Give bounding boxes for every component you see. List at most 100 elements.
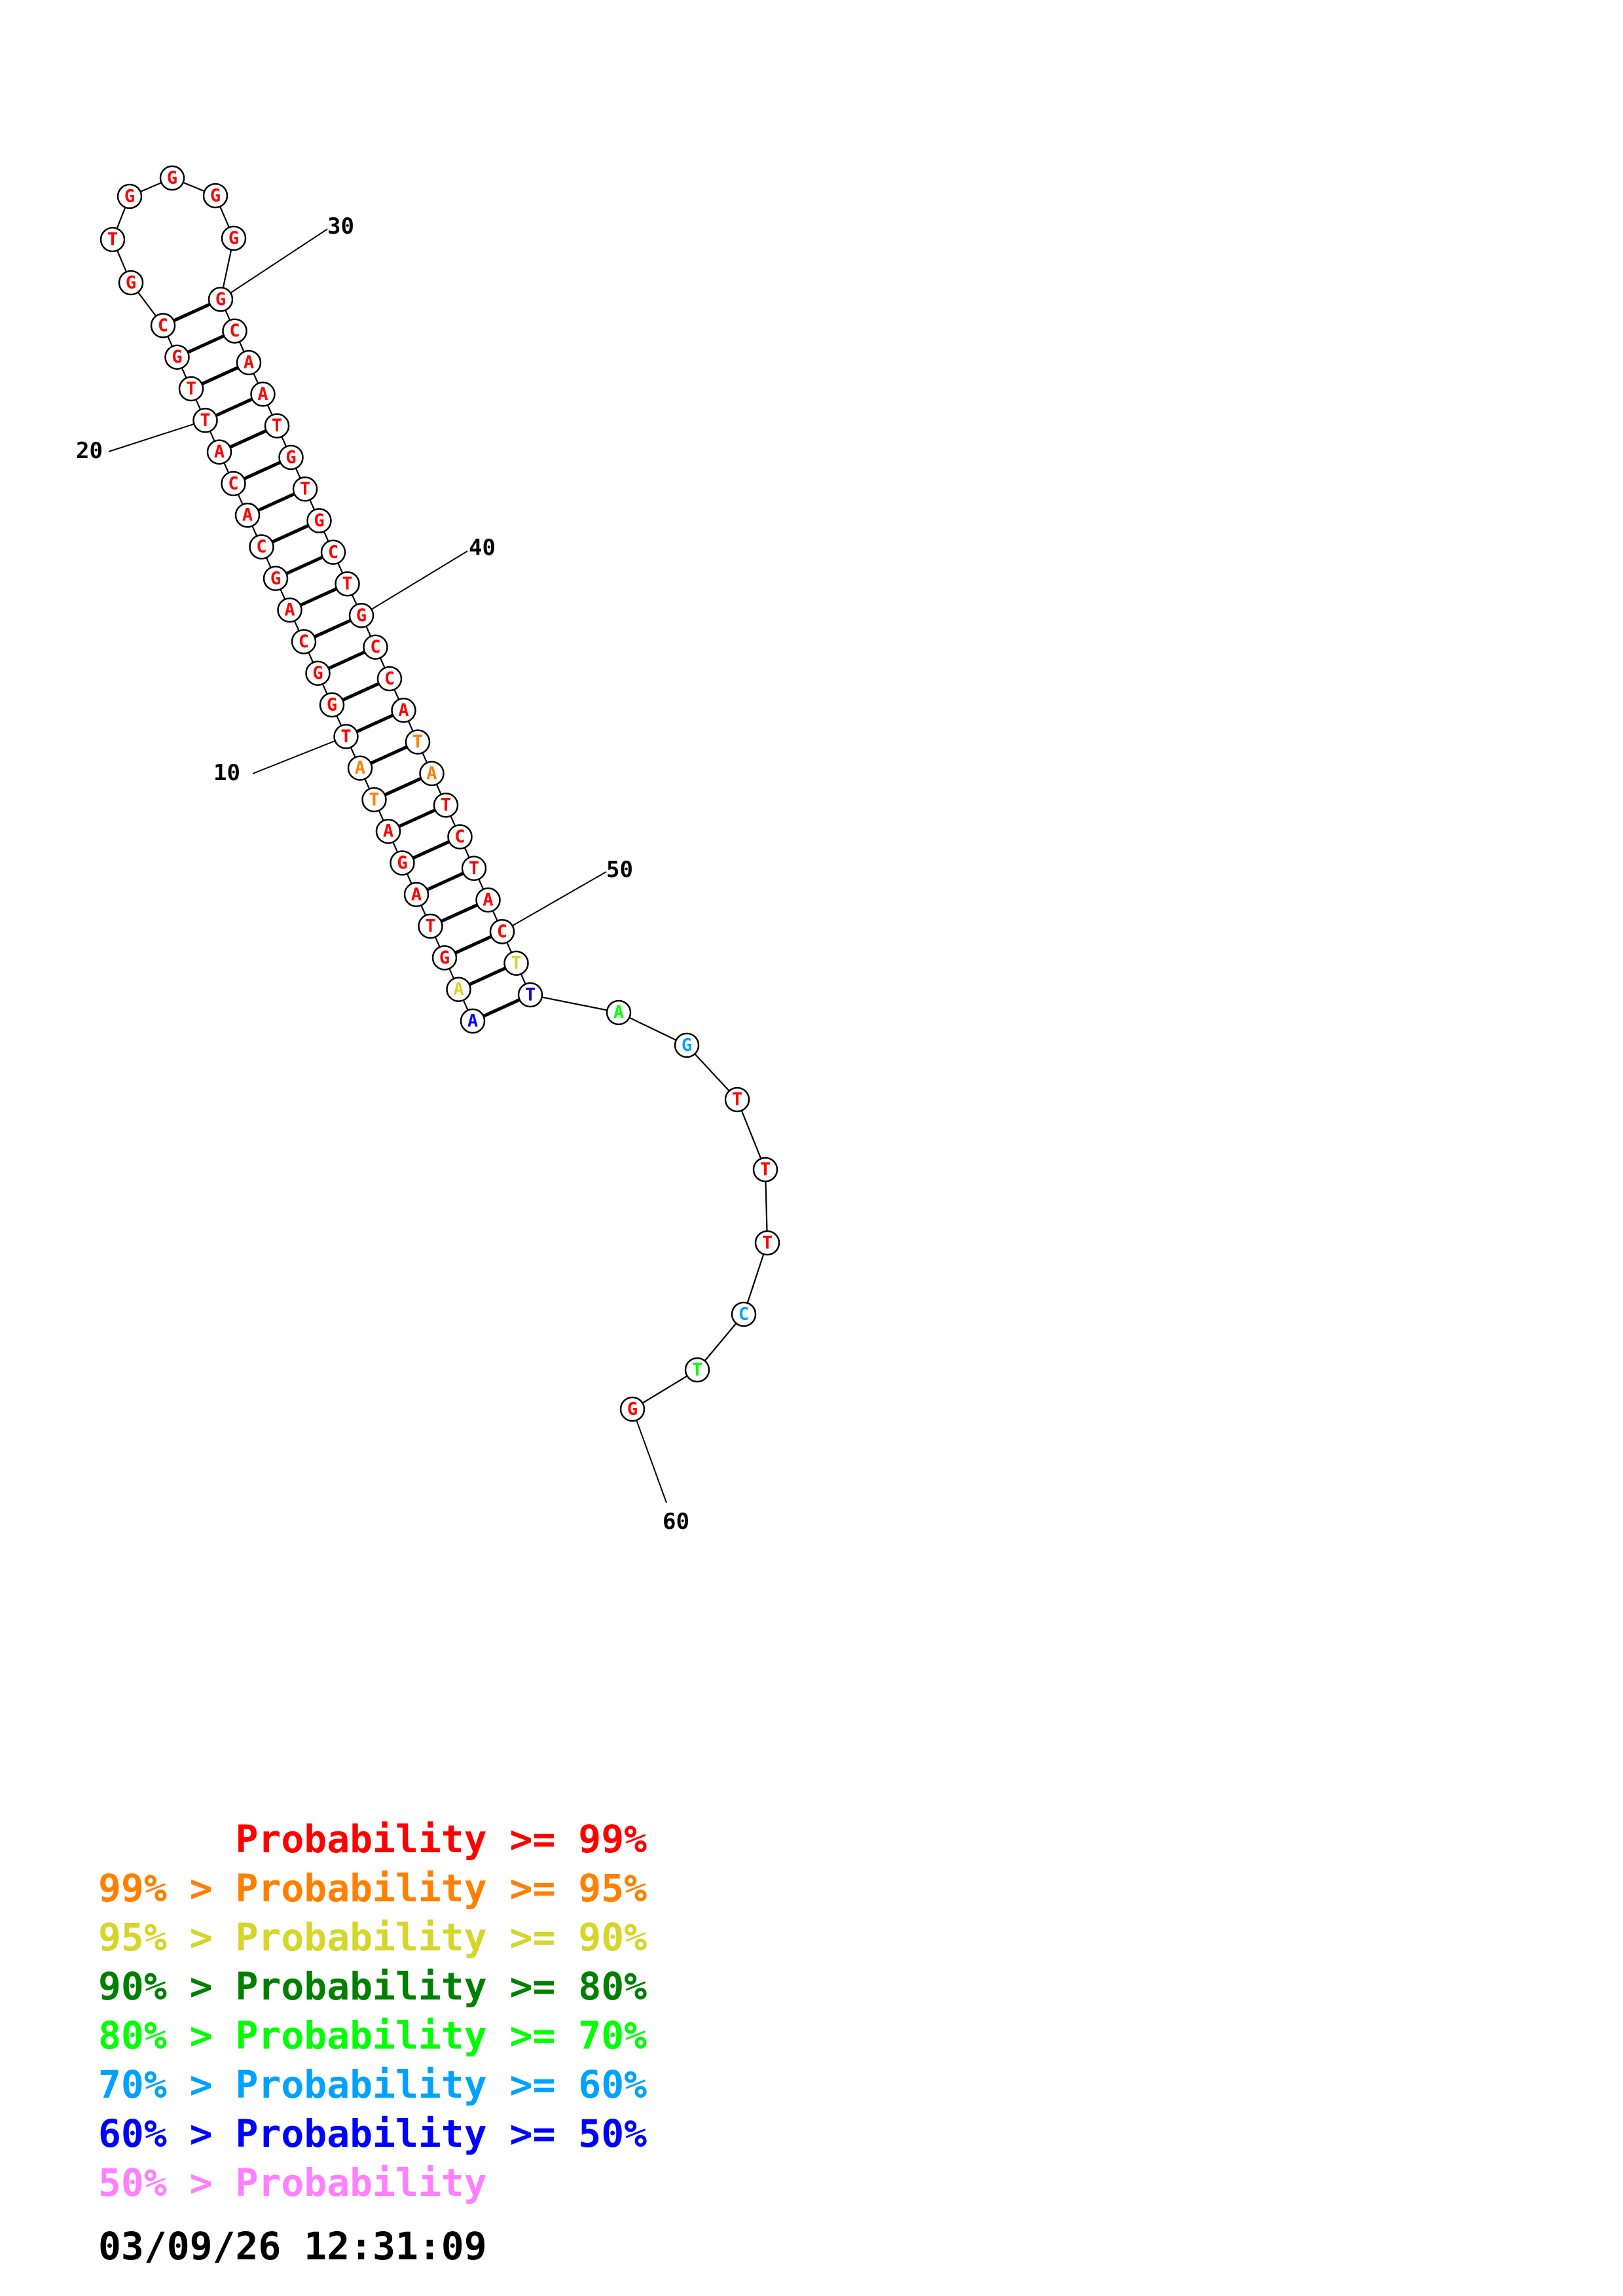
nucleotide-circle [361, 787, 387, 813]
nucleotide: T [461, 855, 487, 882]
nucleotide-letter: T [200, 410, 210, 431]
nucleotide-letter: T [692, 1360, 702, 1380]
nucleotide: T [418, 913, 443, 939]
nucleotide-circle [333, 724, 359, 749]
index-tick [632, 1408, 667, 1503]
nucleotide: T [192, 408, 218, 433]
nucleotide-letter: A [398, 700, 409, 721]
nucleotide-letter: T [511, 953, 521, 973]
nucleotide: T [264, 413, 290, 439]
nucleotide-circle [376, 666, 403, 692]
nucleotide-circle [206, 439, 232, 465]
nucleotide-letter: A [244, 353, 254, 373]
legend-entry: 99% > Probability >= 95% [98, 1866, 647, 1910]
nucleotide-circle [619, 1396, 646, 1422]
base-pair-bond [257, 492, 295, 512]
nucleotide-circle [375, 818, 401, 844]
nucleotide-letter: A [467, 1011, 478, 1031]
nucleotide: A [606, 999, 632, 1026]
nucleotide: C [489, 919, 515, 944]
nucleotide: T [433, 792, 459, 818]
nucleotide: C [222, 318, 247, 344]
nucleotide-letter: T [300, 479, 310, 499]
nucleotide-letter: C [370, 637, 380, 657]
nucleotide: C [376, 666, 403, 692]
index-tick-layer: 10 20 30 40 50 60 [76, 213, 689, 1535]
base-pair-bond [342, 682, 380, 702]
nucleotide-letter: C [158, 315, 168, 336]
nucleotide: A [391, 698, 416, 723]
nucleotide-letter: G [167, 168, 177, 188]
nucleotide-letter: G [439, 948, 450, 968]
nucleotide: C [221, 471, 246, 497]
index-label: 60 [663, 1509, 689, 1535]
nucleotide: G [263, 565, 289, 592]
nucleotide: C [150, 313, 176, 338]
nucleotide-circle [118, 270, 144, 296]
nucleotide-letter: C [384, 669, 395, 689]
index-label: 50 [606, 857, 633, 883]
nucleotide: G [159, 165, 185, 191]
index-label: 40 [469, 535, 496, 561]
nucleotide-circle [178, 376, 204, 402]
nucleotide: T [335, 571, 360, 597]
nucleotide-circle [222, 318, 247, 344]
timestamp: 03/09/26 12:31:09 [98, 2224, 487, 2269]
nucleotide-letter: T [732, 1090, 742, 1110]
base-pair-bond [327, 650, 366, 670]
base-pair-bond [356, 713, 394, 734]
nucleotide-letter: C [328, 542, 338, 562]
nucleotide: T [752, 1157, 778, 1183]
nucleotide-circle [263, 565, 289, 592]
nucleotide-letter: G [270, 568, 281, 588]
base-pair-bond [229, 429, 267, 449]
nucleotide-circle [447, 824, 473, 850]
nucleotide-letter: G [327, 695, 337, 715]
nucleotide: T [405, 729, 431, 755]
nucleotide: T [754, 1230, 780, 1256]
nucleotide-letter: T [525, 985, 536, 1005]
nucleotide: T [684, 1357, 710, 1383]
nucleotide: C [249, 534, 274, 560]
nucleotide-letter: T [412, 732, 423, 752]
nucleotide-circle [403, 882, 429, 908]
base-pair-bond [314, 619, 352, 639]
nucleotide-circle [460, 1008, 486, 1034]
index-label: 10 [213, 760, 240, 786]
nucleotide-letter: T [369, 789, 379, 810]
nucleotide-layer: AAGTAGATATGGCAGCACATTGCGTGGGGGCAATGTGCTG… [100, 165, 780, 1422]
nucleotide-circle [347, 755, 373, 781]
base-pair-bond [398, 808, 436, 829]
nucleotide-circle [390, 850, 415, 876]
nucleotide-letter: G [210, 186, 221, 206]
nucleotide-circle [221, 471, 246, 497]
base-pair-bond [370, 745, 408, 765]
index-tick [108, 420, 206, 452]
base-pair-bond [285, 555, 323, 575]
nucleotide-letter: C [497, 922, 507, 942]
nucleotide-circle [489, 919, 515, 944]
nucleotide-letter: T [760, 1160, 771, 1180]
nucleotide-circle [249, 534, 274, 560]
nucleotide-circle [363, 634, 388, 660]
nucleotide: C [363, 634, 388, 660]
nucleotide: A [446, 977, 471, 1002]
nucleotide: G [319, 692, 345, 718]
nucleotide: C [731, 1301, 757, 1327]
index-tick [361, 550, 468, 617]
index-tick [501, 871, 607, 933]
nucleotide-circle [159, 165, 185, 191]
index-tick [220, 228, 328, 300]
nucleotide-circle [250, 382, 276, 407]
nucleotide-letter: A [257, 384, 268, 404]
nucleotide: G [164, 344, 190, 370]
nucleotide-circle [606, 999, 632, 1026]
nucleotide-circle [305, 660, 331, 686]
nucleotide: T [503, 950, 529, 976]
legend-entry: 90% > Probability >= 80% [98, 1964, 647, 2009]
nucleotide-circle [461, 855, 487, 882]
nucleotide: G [117, 183, 143, 209]
nucleotide-letter: G [285, 447, 296, 467]
nucleotide-circle [674, 1032, 700, 1058]
